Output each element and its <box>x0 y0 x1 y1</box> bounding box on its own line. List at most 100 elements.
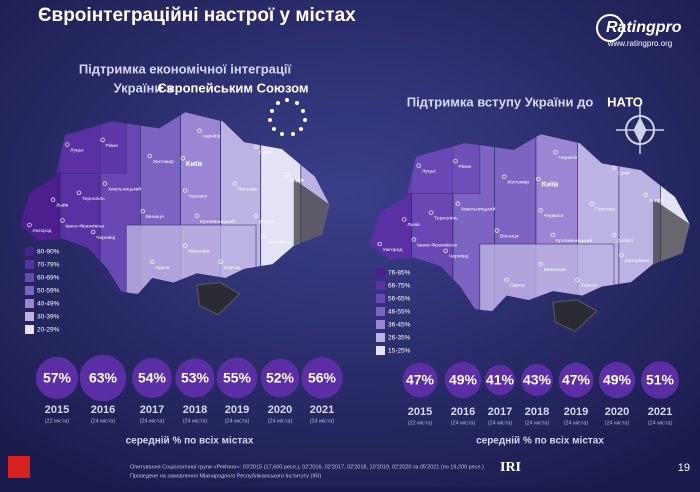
city-dot <box>284 172 289 177</box>
stat-circle <box>641 361 679 399</box>
city-label: Кропивницький <box>556 237 592 244</box>
logo-ring <box>596 14 624 42</box>
city-dot <box>501 174 507 179</box>
city-label: Рівне <box>106 143 119 149</box>
stat-note: (24 міста) <box>140 418 165 424</box>
stat-value: 47% <box>406 372 435 388</box>
stat-note: (24 міста) <box>605 420 630 426</box>
stat-note: (24 міста) <box>564 420 589 426</box>
city-label: Миколаїв <box>544 267 567 273</box>
panel-title-highlight: Європейським Союзом <box>157 80 308 95</box>
stat-circle <box>402 362 438 398</box>
stat-year: 2015 <box>408 406 432 418</box>
stat-caption: середній % по всіх містах <box>476 436 604 447</box>
legend-swatch <box>376 307 385 316</box>
iri-logo: IRI <box>500 460 521 475</box>
city-label: Миколаїв <box>188 249 210 255</box>
stat-caption: середній % по всіх містах <box>126 436 254 447</box>
city-dot <box>589 201 595 206</box>
city-label: Одеса <box>155 265 170 271</box>
stat-year: 2016 <box>91 404 115 416</box>
legend-swatch <box>376 346 385 355</box>
city-label: Житомир <box>507 180 529 186</box>
city-label: Черкаси <box>188 194 207 200</box>
city-label: Київ <box>541 180 558 189</box>
city-label: Чернігів <box>202 134 221 140</box>
legend-label: 15-25% <box>388 348 411 355</box>
stat-circle <box>35 356 79 400</box>
city-dot <box>443 248 448 253</box>
city-label: Суми <box>259 150 271 156</box>
legend-label: 30-39% <box>37 314 60 321</box>
city-dot <box>455 201 461 206</box>
map-occupied <box>653 199 690 265</box>
city-dot <box>377 241 383 247</box>
city-dot <box>538 262 544 267</box>
city-label: Запоріжжя <box>266 240 291 246</box>
logo-url: www.ratingpro.org <box>607 39 672 48</box>
legend-label: 66-75% <box>388 283 411 290</box>
stat-note: (24 міста) <box>268 418 293 424</box>
stat-value: 41% <box>486 372 515 388</box>
stat-value: 57% <box>43 370 72 386</box>
city-dot <box>140 209 145 214</box>
city-dot <box>197 128 202 133</box>
city-dot <box>232 181 238 186</box>
city-label: Київ <box>186 159 203 168</box>
city-label: Суми <box>617 171 630 177</box>
city-dot <box>550 232 556 238</box>
stat-note: (24 міста) <box>451 420 476 426</box>
legend-label: 40-49% <box>37 301 60 308</box>
stat-note: (24 міста) <box>183 418 208 424</box>
city-label: Житомир <box>153 159 174 165</box>
stat-circle <box>301 357 343 399</box>
stat-circle <box>521 364 553 396</box>
city-label: Чернігів <box>558 155 577 161</box>
legend-label: 50-59% <box>37 288 60 295</box>
stat-note: (24 міста) <box>91 418 116 424</box>
legend-swatch <box>25 299 34 308</box>
legend-label: 36-45% <box>388 322 411 329</box>
stat-value: 63% <box>89 370 118 386</box>
legend-swatch <box>376 294 385 303</box>
map-crimea <box>196 281 241 316</box>
city-dot <box>611 165 617 170</box>
city-dot <box>575 277 580 282</box>
stat-circle <box>444 361 482 399</box>
city-dot <box>194 213 200 218</box>
city-label: Львів <box>56 203 69 209</box>
legend-label: 26-35% <box>388 335 411 342</box>
city-label: Дніпро <box>617 238 633 244</box>
city-label: Хмельницький <box>108 186 142 193</box>
legend-swatch <box>376 320 385 329</box>
stat-note: (22 міста) <box>45 418 70 424</box>
city-label: Херсон <box>580 283 598 289</box>
city-dot <box>643 192 649 197</box>
legend-swatch <box>25 312 34 321</box>
city-label: Тернопіль <box>434 216 458 222</box>
stat-year: 2019 <box>564 406 588 418</box>
stat-circle <box>132 358 172 398</box>
city-dot <box>76 190 82 195</box>
legend-label: 76-85% <box>388 270 411 277</box>
stat-year: 2021 <box>310 404 334 416</box>
legend-label: 70-79% <box>37 262 60 269</box>
stat-circle <box>598 361 636 399</box>
stat-year: 2018 <box>525 406 549 418</box>
stat-value: 51% <box>646 372 675 388</box>
stat-circle <box>79 354 127 402</box>
stat-value: 53% <box>181 370 210 386</box>
legend-label: 46-55% <box>388 309 411 316</box>
legend-swatch <box>25 286 34 295</box>
city-label: Вінниця <box>146 214 164 220</box>
stat-circle <box>260 358 300 398</box>
city-dot <box>619 253 624 258</box>
city-dot <box>147 153 153 159</box>
city-dot <box>253 144 259 149</box>
map-occupied <box>293 179 330 246</box>
city-label: Тернопіль <box>82 196 105 202</box>
city-label: Черкаси <box>544 213 564 219</box>
legend-swatch <box>25 273 34 282</box>
city-dot <box>260 234 266 239</box>
